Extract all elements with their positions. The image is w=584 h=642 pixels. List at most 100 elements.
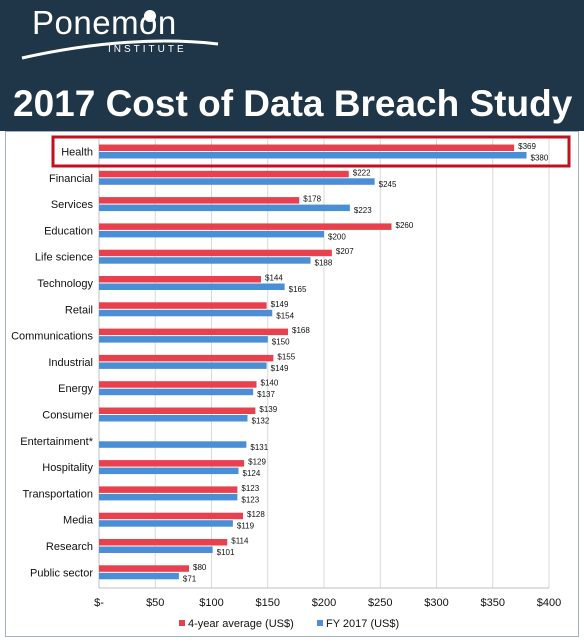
- x-tick-label: $350: [481, 597, 505, 609]
- data-label: $123: [241, 495, 259, 504]
- bar-four-year-average: [99, 170, 349, 178]
- data-label: $80: [193, 563, 207, 572]
- data-label: $200: [328, 232, 346, 241]
- bar-four-year-average: [99, 460, 245, 467]
- category-label: Communications: [11, 331, 93, 343]
- category-label: Education: [44, 225, 93, 237]
- category-label: Retail: [65, 304, 93, 316]
- data-label: $114: [231, 537, 249, 546]
- bar-fy-2017: [99, 415, 248, 422]
- bar-fy-2017: [99, 546, 213, 553]
- bar-fy-2017: [99, 467, 239, 475]
- bar-four-year-average: [99, 276, 261, 283]
- category-label: Media: [63, 515, 94, 527]
- data-label: $119: [237, 522, 255, 531]
- bar-fy-2017: [99, 388, 254, 396]
- bar-fy-2017: [99, 441, 247, 448]
- category-label: Hospitality: [42, 462, 93, 474]
- data-label: $139: [259, 405, 277, 414]
- category-label: Public sector: [30, 567, 93, 579]
- category-label: Energy: [58, 383, 93, 395]
- legend-swatch: [179, 620, 185, 626]
- bar-fy-2017: [99, 230, 324, 238]
- bar-four-year-average: [99, 565, 189, 572]
- bar-fy-2017: [99, 336, 268, 343]
- category-label: Health: [61, 147, 93, 159]
- bar-four-year-average: [99, 354, 274, 362]
- category-label: Entertainment*: [20, 436, 93, 448]
- x-tick-label: $-: [94, 597, 104, 609]
- category-label: Research: [46, 541, 93, 553]
- data-label: $369: [518, 142, 536, 151]
- data-label: $71: [183, 574, 197, 583]
- data-label: $144: [265, 274, 283, 283]
- x-tick-label: $100: [199, 597, 223, 609]
- bar-four-year-average: [99, 407, 256, 414]
- x-tick-label: $250: [368, 597, 392, 609]
- bar-four-year-average: [99, 144, 515, 151]
- data-label: $150: [272, 338, 290, 347]
- bar-fy-2017: [99, 257, 311, 264]
- logo-subtitle: INSTITUTE: [108, 44, 187, 55]
- x-tick-label: $150: [256, 597, 280, 609]
- ponemon-logo-arc-icon: [21, 10, 219, 60]
- bar-fy-2017: [99, 572, 179, 580]
- bar-fy-2017: [99, 152, 527, 159]
- data-label: $380: [531, 154, 549, 163]
- header-banner: Ponemon INSTITUTE 2017 Cost of Data Brea…: [0, 0, 584, 131]
- bar-four-year-average: [99, 249, 332, 257]
- bar-four-year-average: [99, 197, 300, 204]
- data-label: $132: [252, 417, 270, 426]
- category-label: Services: [51, 199, 94, 211]
- logo-wordmark: Ponemon: [32, 4, 177, 41]
- data-label: $101: [217, 548, 235, 557]
- data-label: $149: [271, 300, 289, 309]
- legend-swatch: [317, 620, 323, 626]
- bar-fy-2017: [99, 283, 285, 290]
- bar-four-year-average: [99, 381, 257, 388]
- category-label: Financial: [49, 173, 93, 185]
- bar-four-year-average: [99, 486, 238, 493]
- bar-fy-2017: [99, 309, 273, 317]
- data-label: $260: [396, 221, 414, 230]
- data-label: $129: [248, 458, 266, 467]
- x-tick-label: $50: [146, 597, 164, 609]
- data-label: $207: [336, 247, 354, 256]
- bar-four-year-average: [99, 512, 243, 520]
- bar-fy-2017: [99, 178, 375, 185]
- data-label: $123: [241, 484, 259, 493]
- data-label: $222: [353, 168, 371, 177]
- legend-label: FY 2017 (US$): [326, 618, 399, 630]
- data-label: $155: [277, 352, 295, 361]
- data-label: $245: [379, 180, 397, 189]
- data-label: $128: [247, 510, 265, 519]
- bar-four-year-average: [99, 539, 228, 546]
- data-label: $223: [354, 206, 372, 215]
- bar-four-year-average: [99, 302, 267, 309]
- bar-fy-2017: [99, 520, 233, 527]
- bar-four-year-average: [99, 223, 392, 230]
- legend-label: 4-year average (US$): [188, 618, 294, 630]
- chart-frame: $- $50 $100 $150 $200 $250 $300 $350 $400 Health $…: [5, 131, 579, 637]
- data-label: $168: [292, 326, 310, 335]
- highlight-box: [51, 135, 571, 168]
- data-label: $188: [315, 259, 333, 268]
- data-label: $140: [261, 379, 279, 388]
- data-label: $124: [243, 469, 261, 478]
- bar-fy-2017: [99, 493, 238, 501]
- data-label: $165: [289, 285, 307, 294]
- data-label: $149: [271, 364, 289, 373]
- category-label: Industrial: [48, 357, 93, 369]
- data-label: $178: [303, 195, 321, 204]
- x-tick-label: $200: [312, 597, 336, 609]
- category-label: Consumer: [42, 410, 93, 422]
- category-label: Transportation: [22, 488, 93, 500]
- bar-four-year-average: [99, 328, 288, 336]
- data-label: $137: [257, 390, 275, 399]
- category-label: Life science: [35, 252, 93, 264]
- bar-fy-2017: [99, 362, 267, 369]
- bar-fy-2017: [99, 204, 350, 212]
- x-tick-label: $300: [424, 597, 448, 609]
- page-title: 2017 Cost of Data Breach Study: [13, 83, 573, 124]
- x-tick-label: $400: [537, 597, 561, 609]
